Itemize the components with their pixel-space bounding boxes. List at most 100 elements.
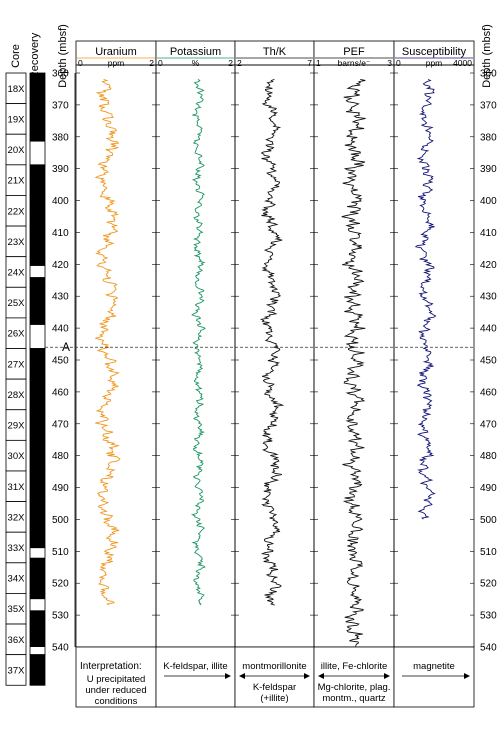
track-header-box — [234, 40, 315, 66]
depth-tick-label: 480 — [480, 451, 497, 462]
core-label: 27X — [8, 359, 26, 370]
core-label: 33X — [8, 543, 26, 554]
depth-tick-label: 450 — [480, 356, 497, 367]
track-header-box — [393, 40, 475, 66]
track-curve — [190, 79, 206, 606]
core-label: 26X — [8, 329, 26, 340]
interpretation-arrow-right — [225, 673, 231, 679]
interpretation-text: K-feldspar — [253, 682, 296, 693]
depth-tick-label: 490 — [52, 483, 69, 494]
depth-tick-label: 420 — [52, 260, 69, 271]
interpretation-arrow-right — [304, 673, 310, 679]
recovery-fill — [30, 164, 45, 196]
interpretation-arrow-left — [318, 673, 324, 679]
recovery-fill — [30, 134, 45, 142]
core-label: 36X — [8, 635, 26, 646]
track-title: PEF — [343, 46, 365, 58]
track-unit: ppm — [426, 58, 443, 68]
core-label: 18X — [8, 84, 26, 95]
recovery-fill — [30, 287, 45, 318]
interpretation-text: K-feldspar, illite — [163, 661, 227, 672]
depth-tick-label: 430 — [52, 292, 69, 303]
core-label: 19X — [8, 114, 26, 125]
core-label: 28X — [8, 390, 26, 401]
depth-tick-label: 460 — [52, 387, 69, 398]
recovery-fill — [30, 379, 45, 410]
track-unit: % — [192, 58, 200, 68]
core-label: 24X — [8, 267, 26, 278]
recovery-fill — [30, 317, 45, 325]
track-title: Th/K — [263, 46, 287, 58]
track-scale-max: 2 — [149, 58, 154, 68]
interpretation-text: U precipitated — [87, 674, 146, 685]
depth-tick-label: 360 — [52, 69, 69, 80]
track-potassium: Potassium 0 2% K-feldspar, illite — [155, 40, 236, 708]
track-unit: barns/e⁻ — [338, 58, 371, 68]
interpretation-box — [313, 646, 395, 708]
core-label: 35X — [8, 604, 26, 615]
depth-tick-label: 410 — [480, 228, 497, 239]
interpretation-arrow-right — [384, 673, 390, 679]
depth-tick-label: 450 — [52, 356, 69, 367]
recovery-fill — [30, 256, 45, 266]
depth-tick-label: 530 — [480, 611, 497, 622]
interpretation-box — [155, 646, 236, 708]
recovery-fill — [30, 195, 45, 227]
recovery-column — [29, 72, 46, 686]
interpretation-text: illite, Fe-chlorite — [321, 661, 388, 672]
interpretation-arrow-left — [239, 673, 245, 679]
interpretation-arrow-right — [464, 673, 470, 679]
depth-tick-label: 480 — [52, 451, 69, 462]
interpretation-box — [393, 646, 475, 708]
depth-tick-label: 410 — [52, 228, 69, 239]
recovery-fill — [30, 624, 45, 647]
depth-tick-label: 470 — [52, 419, 69, 430]
track-curve — [94, 78, 121, 606]
marker-a-label: A — [62, 340, 70, 354]
recovery-header: Recovery — [29, 32, 41, 79]
core-label: 20X — [8, 145, 26, 156]
recovery-fill — [30, 409, 45, 441]
depth-tick-label: 400 — [480, 196, 497, 207]
depth-tick-label: 370 — [480, 100, 497, 111]
track-scale-min: 2 — [237, 58, 242, 68]
depth-tick-label: 370 — [52, 100, 69, 111]
track-header-box — [75, 40, 157, 66]
depth-tick-label: 490 — [480, 483, 497, 494]
recovery-fill — [30, 226, 45, 257]
recovery-fill — [30, 73, 45, 104]
core-label: 37X — [8, 665, 26, 676]
track-th-k: Th/K 2 7 montmorillonite K-feldspar(+illite) — [234, 40, 315, 708]
recovery-fill — [30, 470, 45, 502]
recovery-fill — [30, 593, 45, 600]
track-scale-max: 4000 — [453, 58, 472, 68]
depth-tick-label: 360 — [480, 69, 497, 80]
track-curve — [414, 78, 437, 520]
interpretation-text: conditions — [95, 696, 138, 707]
track-scale-max: 7 — [307, 58, 312, 68]
core-box — [5, 654, 27, 686]
track-frame — [75, 64, 157, 648]
core-label: 22X — [8, 206, 26, 217]
recovery-fill — [30, 277, 45, 288]
core-label: 21X — [8, 176, 26, 187]
track-frame — [313, 64, 395, 648]
track-scale-min: 0 — [396, 58, 401, 68]
interpretation-text: magnetite — [413, 661, 455, 672]
depth-tick-label: 460 — [480, 387, 497, 398]
depth-tick-label: 510 — [480, 547, 497, 558]
track-scale-max: 3 — [387, 58, 392, 68]
interpretation-text: montmorillonite — [242, 661, 306, 672]
track-curve — [259, 78, 285, 606]
track-header-box — [155, 40, 236, 66]
recovery-fill — [30, 557, 45, 563]
depth-tick-label: 430 — [480, 292, 497, 303]
track-scale-min: 1 — [316, 58, 321, 68]
interpretation-text: under reduced — [85, 685, 146, 696]
track-title: Potassium — [170, 46, 221, 58]
recovery-fill — [30, 610, 45, 625]
